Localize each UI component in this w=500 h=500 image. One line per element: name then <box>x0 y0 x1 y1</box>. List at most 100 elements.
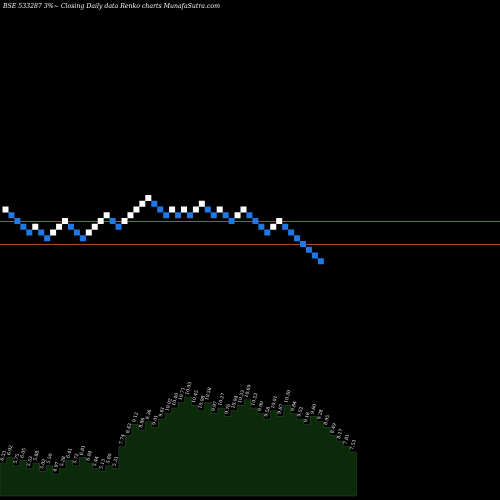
renko-brick-down <box>210 212 217 219</box>
renko-brick-down <box>258 223 265 230</box>
volume-label: 8.86 <box>138 417 146 429</box>
renko-brick-up <box>270 223 277 230</box>
renko-brick-up <box>103 212 110 219</box>
renko-brick-down <box>264 229 271 236</box>
renko-brick-up <box>62 218 68 224</box>
volume-label: 10.22 <box>250 392 259 406</box>
volume-label: 7.81 <box>343 434 351 446</box>
renko-brick-down <box>109 218 116 224</box>
renko-brick-up <box>32 223 39 230</box>
renko-brick-up <box>133 206 140 213</box>
renko-brick-up <box>198 200 205 207</box>
renko-brick-down <box>14 218 21 224</box>
volume-label: 10.69 <box>244 384 253 398</box>
volume-label: 9.52 <box>296 406 304 418</box>
renko-brick-down <box>20 223 27 230</box>
volume-label: 9.36 <box>145 409 153 421</box>
volume-label: 8.43 <box>125 423 133 435</box>
volume-label: 8.49 <box>329 423 337 435</box>
renko-brick-down <box>79 235 86 242</box>
volume-label: 6.81 <box>79 445 87 457</box>
volume-label: 6.04 <box>85 450 93 462</box>
renko-brick-up <box>169 206 176 213</box>
renko-brick-up <box>85 229 92 236</box>
volume-label: 9.76 <box>224 403 232 415</box>
volume-label: 9.97 <box>211 401 219 413</box>
volume-label: 5.88 <box>32 450 40 462</box>
volume-label: 10.93 <box>184 381 193 395</box>
volume-label: 7.74 <box>118 434 126 446</box>
volume-label: 10.01 <box>270 395 279 409</box>
volume-label: 5.72 <box>72 453 80 465</box>
renko-brick-up <box>97 218 104 224</box>
renko-brick-up <box>240 206 247 213</box>
volume-label: 10.08 <box>197 395 206 409</box>
volume-label: 10.71 <box>178 387 187 401</box>
renko-brick-down <box>288 229 295 236</box>
renko-brick-down <box>204 206 211 213</box>
renko-brick-up <box>234 212 241 219</box>
volume-label: 6.41 <box>65 447 73 459</box>
renko-brick-down <box>73 229 80 236</box>
renko-brick-up <box>145 195 152 201</box>
renko-brick-down <box>228 218 235 224</box>
volume-label: 10.45 <box>191 389 200 403</box>
renko-brick-down <box>294 235 301 242</box>
renko-brick-up <box>2 206 9 213</box>
renko-brick-down <box>186 212 193 219</box>
renko-brick-down <box>8 212 15 219</box>
volume-label: 9.01 <box>151 414 159 426</box>
renko-brick-up <box>91 223 98 230</box>
volume-label: 9.84 <box>290 401 298 413</box>
volume-label: 9.12 <box>131 412 139 424</box>
volume-area-path <box>0 396 357 497</box>
volume-label: 9.67 <box>277 403 285 415</box>
volume-area <box>0 396 357 497</box>
renko-brick-up <box>56 223 63 230</box>
volume-label: 5.44 <box>92 456 100 468</box>
volume-label: 10.33 <box>237 389 246 403</box>
renko-brick-down <box>115 223 122 230</box>
renko-brick-down <box>222 212 229 219</box>
volume-label: 6.92 <box>6 445 14 457</box>
volume-label: 10.27 <box>217 392 226 406</box>
renko-brick-down <box>311 252 318 259</box>
volume-label: 5.02 <box>39 458 47 470</box>
volume-label: 5.13 <box>98 458 106 470</box>
volume-label: 5.28 <box>59 456 67 468</box>
volume-label: 5.53 <box>26 456 34 468</box>
volume-label: 4.97 <box>52 461 60 473</box>
volume-label: 10.04 <box>230 395 239 409</box>
volume-label: 9.60 <box>310 403 318 415</box>
volume-label: 5.60 <box>105 453 113 465</box>
renko-brick-down <box>163 212 170 219</box>
renko-brick-down <box>151 200 158 207</box>
renko-brick-up <box>192 206 199 213</box>
volume-label: 9.58 <box>263 406 271 418</box>
volume-label: 9.18 <box>303 412 311 424</box>
volume-label: 5.50 <box>46 453 54 465</box>
renko-brick-down <box>67 223 74 230</box>
renko-brick-down <box>175 212 182 219</box>
renko-brick-down <box>305 246 312 253</box>
volume-label: 6.33 <box>0 450 8 462</box>
volume-label: 9.90 <box>257 401 265 413</box>
volume-label: 5.75 <box>13 453 21 465</box>
renko-brick-down <box>26 229 33 236</box>
renko-brick-down <box>38 229 45 236</box>
renko-brick-down <box>317 258 324 265</box>
renko-brick-down <box>157 206 164 213</box>
chart-title: BSE 533287 3%~ Closing Daily data Renko … <box>2 3 220 10</box>
volume-label: 7.53 <box>349 439 357 451</box>
renko-brick-up <box>50 229 57 236</box>
volume-label: 5.31 <box>112 456 120 468</box>
renko-brick-up <box>127 212 134 219</box>
volume-label: 6.05 <box>19 447 27 459</box>
volume-label: 8.17 <box>336 428 344 440</box>
volume-label: 10.58 <box>204 387 213 401</box>
volume-labels: 6.33 6.925.75 6.055.53 5.885.02 5.504.97 5.28… <box>0 381 358 472</box>
volume-label: 10.40 <box>171 392 180 406</box>
renko-brick-down <box>252 218 259 224</box>
renko-brick-down <box>246 212 253 219</box>
